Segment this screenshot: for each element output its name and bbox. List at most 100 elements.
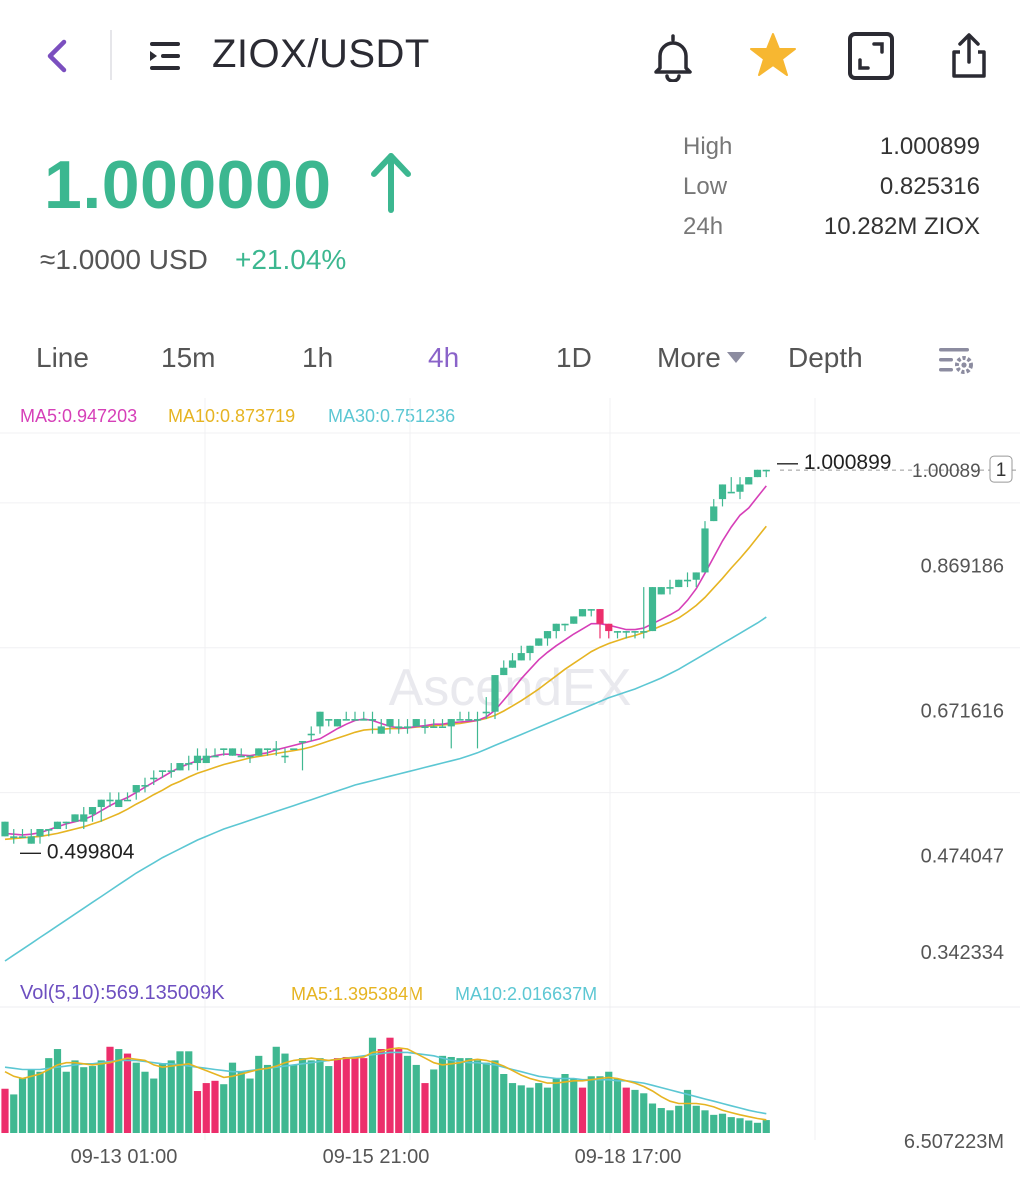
volume-bar	[185, 1051, 193, 1133]
candle-body	[753, 469, 762, 478]
candle-body	[403, 726, 412, 728]
menu-list-icon[interactable]	[148, 38, 186, 74]
candle-body	[272, 748, 280, 750]
volume-bar	[762, 1120, 770, 1133]
candle-body	[71, 814, 79, 822]
candle-body	[176, 763, 184, 771]
bell-icon[interactable]	[648, 30, 698, 82]
candle-body	[27, 836, 35, 844]
volume-bar	[701, 1110, 709, 1133]
kline-chart[interactable]: AscendEX 0.8691860.6716160.4740470.34233…	[0, 398, 1020, 1198]
tab-1h[interactable]: 1h	[302, 342, 334, 373]
candle-body	[325, 719, 333, 721]
tab-1d[interactable]: 1D	[556, 342, 592, 373]
candle-body	[701, 528, 709, 573]
candle-body	[657, 587, 665, 595]
candle-body	[456, 719, 464, 721]
candle-body	[316, 711, 324, 727]
volume-bar	[80, 1067, 88, 1133]
candle-body	[211, 755, 219, 758]
volume-bar	[325, 1066, 333, 1133]
vol-ma5-legend: MA5:1.395384M	[291, 984, 424, 1004]
volume-bar	[255, 1055, 263, 1133]
candle-body	[552, 623, 560, 632]
volume-bar	[718, 1113, 727, 1133]
candle-body	[88, 807, 97, 815]
star-icon[interactable]	[748, 30, 798, 82]
tab-more[interactable]: More	[657, 342, 745, 374]
volume-bar	[106, 1046, 114, 1133]
chart-labels: 0.869186 0.671616 0.474047 0.342334 1.00089 1…	[20, 451, 1020, 1168]
candle-body	[613, 631, 622, 633]
candle-body	[141, 785, 149, 787]
candle-body	[640, 631, 648, 633]
candle-body	[167, 770, 175, 772]
candle-body	[675, 579, 683, 588]
candle-body	[596, 609, 604, 624]
volume-bar	[596, 1076, 604, 1133]
candle-body	[10, 836, 18, 838]
candle-body	[570, 616, 578, 624]
volume-ma-lines	[4, 1047, 767, 1121]
candle-body	[666, 587, 674, 589]
volume-bar	[727, 1117, 735, 1133]
candle-body	[298, 741, 307, 743]
candle-body	[543, 631, 552, 639]
back-chevron-icon[interactable]	[40, 34, 76, 78]
volume-bar	[167, 1060, 175, 1133]
volume-bar	[246, 1078, 254, 1133]
tab-15m[interactable]: 15m	[161, 342, 216, 373]
volume-bar	[62, 1071, 70, 1133]
ma30-legend: MA30:0.751236	[328, 406, 456, 426]
candle-body	[491, 675, 499, 712]
volume-bar	[710, 1114, 718, 1133]
chart-settings-icon[interactable]	[936, 340, 976, 380]
candle-body	[36, 829, 44, 837]
candle-body	[150, 777, 158, 780]
share-icon[interactable]	[944, 30, 994, 82]
volume-bar	[272, 1046, 280, 1133]
candle-body	[202, 755, 210, 764]
candle-body	[18, 836, 27, 838]
candle-body	[342, 719, 350, 721]
volume-bar	[263, 1064, 272, 1133]
volume-bar	[176, 1051, 184, 1133]
volume-ma5-line	[4, 1047, 767, 1121]
volume-bar	[491, 1060, 499, 1133]
tab-4h[interactable]: 4h	[428, 342, 460, 373]
volume-bar	[395, 1049, 403, 1133]
candle-body	[692, 572, 700, 580]
candle-body	[97, 799, 105, 808]
candle-body	[123, 799, 132, 802]
volume-bar	[631, 1089, 639, 1133]
volume-bar	[552, 1078, 560, 1133]
x-tick-label: 09-13 01:00	[71, 1146, 178, 1168]
tab-line[interactable]: Line	[36, 342, 89, 373]
tab-more-label: More	[657, 342, 721, 373]
volume-bar	[18, 1078, 27, 1133]
volume-bar	[281, 1053, 289, 1133]
fullscreen-icon[interactable]	[846, 30, 896, 82]
volume-bar	[123, 1053, 132, 1133]
max-price-marker: — 1.000899	[777, 451, 891, 474]
ma10-legend: MA10:0.873719	[168, 406, 296, 426]
volume-bar	[228, 1062, 237, 1133]
candle-body	[1, 821, 9, 837]
candle-body	[307, 733, 315, 736]
volume-bar	[298, 1058, 307, 1133]
volume-bar	[543, 1087, 552, 1133]
candle-body	[517, 653, 525, 661]
pair-title[interactable]: ZIOX/USDT	[212, 32, 430, 76]
tab-depth[interactable]: Depth	[788, 342, 863, 373]
volume-bar	[150, 1078, 158, 1133]
candle-body	[412, 719, 420, 727]
candle-body	[360, 719, 368, 721]
candle-body	[53, 821, 62, 830]
candle-body	[290, 748, 298, 750]
candle-body	[430, 726, 438, 728]
volume-bar	[368, 1037, 377, 1133]
volume-bar	[53, 1049, 62, 1133]
header-divider	[110, 30, 112, 80]
volume-bar	[657, 1108, 665, 1133]
volume-bar	[517, 1085, 525, 1133]
